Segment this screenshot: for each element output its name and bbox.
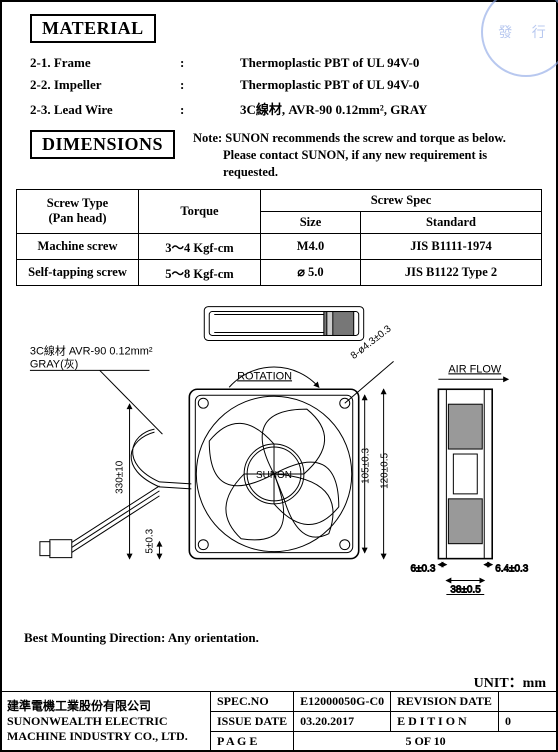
wire-label: GRAY(灰) bbox=[30, 356, 78, 370]
specno-v: E12000050G-C0 bbox=[294, 692, 391, 712]
cell: Machine screw bbox=[17, 233, 139, 259]
dim-5: 5±0.3 bbox=[144, 528, 155, 553]
dim-330: 330±10 bbox=[115, 460, 126, 494]
cell: M4.0 bbox=[261, 233, 361, 259]
table-row: Self-tapping screw 5～8 Kgf-cm ⌀ 5.0 JIS … bbox=[17, 259, 542, 285]
company-zh: 建準電機工業股份有限公司 bbox=[7, 699, 151, 713]
dimensions-heading: DIMENSIONS bbox=[30, 130, 175, 159]
mat-val: Thermoplastic PBT of UL 94V-0 bbox=[240, 77, 528, 93]
specno-h: SPEC.NO bbox=[211, 692, 294, 712]
cell: JIS B1122 Type 2 bbox=[361, 259, 542, 285]
th-size: Size bbox=[261, 211, 361, 233]
mat-val: Thermoplastic PBT of UL 94V-0 bbox=[240, 55, 528, 71]
th-torque: Torque bbox=[139, 189, 261, 233]
cell: JIS B1111-1974 bbox=[361, 233, 542, 259]
company-en: SUNONWEALTH ELECTRIC bbox=[7, 714, 168, 728]
cell: 5～8 Kgf-cm bbox=[139, 259, 261, 285]
wire-label: 3C線材 AVR-90 0.12mm² bbox=[30, 343, 153, 357]
mat-key: 2-1. Frame bbox=[30, 55, 180, 71]
rev-h: REVISION DATE bbox=[391, 692, 499, 712]
page-h: P A G E bbox=[211, 732, 294, 752]
dim-64: 6.4±0.3 bbox=[495, 563, 529, 574]
material-heading: MATERIAL bbox=[30, 14, 156, 43]
issue-h: ISSUE DATE bbox=[211, 712, 294, 732]
note-line: requested. bbox=[193, 165, 278, 179]
fan-drawing: 3C線材 AVR-90 0.12mm² GRAY(灰) bbox=[10, 294, 548, 624]
company-en: MACHINE INDUSTRY CO., LTD. bbox=[7, 729, 188, 743]
table-row: Machine screw 3～4 Kgf-cm M4.0 JIS B1111-… bbox=[17, 233, 542, 259]
dim-w120: 120±0.5 bbox=[380, 452, 391, 488]
datasheet-page: 發 行 MATERIAL 2-1. Frame : Thermoplastic … bbox=[0, 0, 558, 752]
material-list: 2-1. Frame : Thermoplastic PBT of UL 94V… bbox=[10, 55, 548, 128]
cell: 3～4 Kgf-cm bbox=[139, 233, 261, 259]
mounting-note: Best Mounting Direction: Any orientation… bbox=[24, 630, 548, 646]
th-standard: Standard bbox=[361, 211, 542, 233]
mat-key: 2-2. Impeller bbox=[30, 77, 180, 93]
issue-v: 03.20.2017 bbox=[294, 712, 391, 732]
note-line: Please contact SUNON, if any new require… bbox=[193, 148, 487, 162]
page-v: 5 OF 10 bbox=[294, 732, 558, 752]
mat-colon: : bbox=[180, 77, 240, 93]
mat-colon: : bbox=[180, 102, 240, 118]
th-spec: Screw Spec bbox=[261, 189, 542, 211]
mat-key: 2-3. Lead Wire bbox=[30, 102, 180, 118]
screw-spec-table: Screw Type(Pan head) Torque Screw Spec S… bbox=[16, 189, 542, 286]
dimensions-note: Note: SUNON recommends the screw and tor… bbox=[175, 130, 548, 181]
company-cell: 建準電機工業股份有限公司 SUNONWEALTH ELECTRIC MACHIN… bbox=[1, 692, 211, 752]
dim-6: 6±0.3 bbox=[411, 563, 436, 574]
dim-hole: 8-ø4.3±0.3 bbox=[349, 323, 394, 362]
cell: ⌀ 5.0 bbox=[261, 259, 361, 285]
ed-v: 0 bbox=[498, 712, 557, 732]
th-type: Screw Type(Pan head) bbox=[17, 189, 139, 233]
brand-text: SUNON bbox=[256, 470, 292, 481]
cell: Self-tapping screw bbox=[17, 259, 139, 285]
rotation-label: ROTATION bbox=[237, 370, 292, 382]
unit-note: UNIT：mm bbox=[474, 672, 546, 692]
mat-colon: : bbox=[180, 55, 240, 71]
dim-38: 38±0.5 bbox=[450, 584, 481, 595]
airflow-label: AIR FLOW bbox=[448, 363, 502, 375]
ed-h: E D I T I O N bbox=[391, 712, 499, 732]
rev-v bbox=[498, 692, 557, 712]
note-line: Note: SUNON recommends the screw and tor… bbox=[193, 131, 506, 145]
footer-table: 建準電機工業股份有限公司 SUNONWEALTH ELECTRIC MACHIN… bbox=[0, 691, 558, 752]
mat-val: 3C線材, AVR-90 0.12mm², GRAY bbox=[240, 99, 528, 118]
dim-w105: 105±0.3 bbox=[361, 447, 372, 483]
